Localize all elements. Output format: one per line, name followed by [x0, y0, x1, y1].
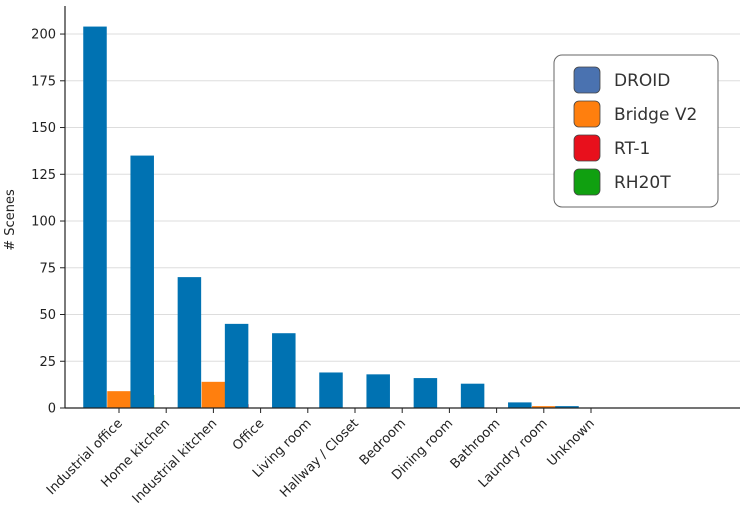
- legend-swatch-rt-1: [573, 134, 601, 162]
- bar-droid-living-room: [272, 333, 296, 408]
- x-tick-label: Unknown: [545, 416, 598, 469]
- y-tick-label: 125: [31, 168, 56, 183]
- x-tick-label: Office: [230, 416, 267, 453]
- grid: [65, 33, 740, 409]
- bar-droid-office: [224, 323, 249, 408]
- y-tick-label: 75: [39, 261, 56, 276]
- bars: [83, 26, 579, 408]
- legend-swatch-rh20t: [573, 168, 601, 196]
- y-axis-label: # Scenes: [3, 189, 18, 251]
- y-tick-label: 175: [31, 74, 56, 89]
- y-tick-label: 150: [31, 121, 56, 136]
- bar-droid-laundry-room: [508, 402, 532, 408]
- bar-bridge-v2-industrial-kitchen: [201, 381, 226, 408]
- bar-droid-industrial-kitchen: [177, 277, 202, 408]
- bar-droid-unknown: [555, 406, 579, 408]
- x-tick-label: Industrial kitchen: [130, 416, 220, 506]
- bar-droid-hallway-closet: [319, 372, 343, 408]
- y-tick-label: 0: [48, 402, 56, 417]
- y-tick-label: 100: [31, 215, 56, 230]
- bar-droid-industrial-office: [83, 26, 107, 408]
- legend-swatch-droid: [573, 66, 601, 94]
- y-tick-label: 200: [31, 28, 56, 43]
- bar-droid-bathroom: [460, 383, 485, 408]
- legend-label-droid: DROID: [614, 71, 670, 91]
- bar-bridge-v2-industrial-office: [107, 391, 131, 408]
- legend-swatch-bridge-v2: [573, 100, 601, 128]
- bar-droid-dining-room: [413, 378, 438, 408]
- legend-label-rh20t: RH20T: [614, 173, 671, 193]
- y-tick-label: 50: [39, 308, 56, 323]
- legend-label-rt-1: RT-1: [614, 139, 650, 159]
- bar-bridge-v2-laundry-room: [532, 406, 556, 408]
- legend: DROID Bridge V2 RT-1 RH20T: [553, 54, 719, 208]
- legend-label-bridge-v2: Bridge V2: [614, 105, 697, 125]
- bar-droid-home-kitchen: [130, 155, 154, 408]
- y-tick-label: 25: [39, 355, 56, 370]
- y-ticks: 0 25 50 75 100 125 150 175 200: [31, 28, 65, 417]
- bar-droid-bedroom: [366, 374, 390, 408]
